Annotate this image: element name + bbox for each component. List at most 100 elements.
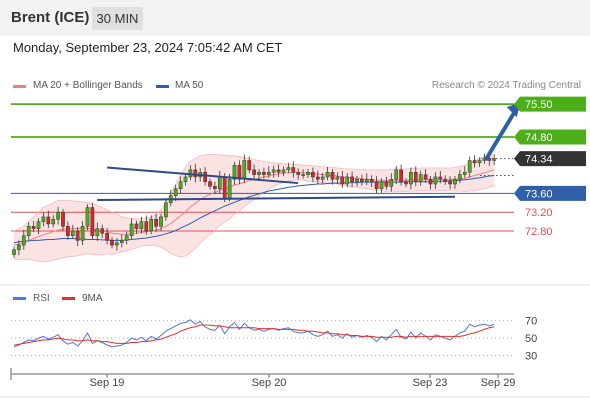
candle-body: [325, 172, 330, 178]
candle-body: [154, 219, 158, 227]
chart-datetime: Monday, September 23, 2024 7:05:42 AM CE…: [13, 40, 283, 55]
candle-body: [394, 169, 399, 180]
candle: [178, 176, 183, 194]
rsi-legend-label: RSI: [33, 293, 50, 304]
candle: [139, 216, 144, 234]
candle-body: [134, 223, 139, 229]
candle-body: [80, 226, 85, 241]
candle: [360, 174, 364, 186]
candle-body: [389, 179, 394, 187]
level-tag-text: 73.20: [525, 207, 553, 219]
candle-body: [472, 160, 477, 164]
candle-body: [139, 221, 144, 229]
candle-body: [355, 179, 359, 182]
candle-body: [222, 176, 227, 199]
candle-body: [423, 174, 428, 180]
candle: [95, 222, 100, 242]
candle: [281, 166, 286, 177]
candle: [379, 178, 384, 193]
candle: [85, 204, 90, 231]
rsi-tick-label-30: 30: [525, 351, 537, 363]
candle-body: [345, 176, 350, 185]
rsi-line: [13, 319, 495, 348]
candle: [384, 176, 389, 190]
candle: [458, 169, 462, 184]
candle-body: [320, 176, 325, 180]
ma9-legend-label: 9MA: [82, 293, 103, 304]
candle-body: [271, 169, 276, 173]
candle: [462, 166, 467, 178]
candle: [247, 156, 252, 174]
level-tag-bg: [514, 129, 586, 145]
time-axis: Sep 19 Sep 20 Sep 23 Sep 29: [0, 284, 590, 398]
candle: [124, 231, 129, 245]
candle-body: [31, 226, 36, 229]
candle: [105, 227, 109, 245]
candle: [404, 178, 408, 188]
candle: [369, 175, 374, 188]
upper-trendline: [107, 166, 299, 185]
candle: [46, 210, 51, 228]
candle-body: [276, 169, 281, 173]
candle: [301, 169, 305, 179]
candle: [257, 168, 261, 180]
candle: [144, 215, 149, 235]
level-tag-text: 74.80: [525, 132, 553, 144]
trendline-layer: [97, 102, 521, 201]
candle-body: [306, 172, 310, 175]
projection-arrow: [484, 102, 521, 161]
candle-body: [458, 174, 462, 180]
candle-body: [51, 219, 56, 225]
timeframe-button[interactable]: 30 MIN: [92, 7, 143, 30]
bollinger-band-layer: [14, 153, 495, 262]
candle: [389, 173, 394, 192]
candle: [262, 167, 266, 179]
candle: [320, 172, 325, 184]
candle: [394, 165, 399, 184]
candle: [12, 246, 16, 258]
candle: [330, 168, 335, 185]
candle-body: [301, 174, 305, 176]
candle-body: [144, 221, 149, 232]
candle-body: [467, 160, 472, 173]
candle-body: [330, 172, 335, 180]
9ma-line: [13, 324, 495, 346]
candle: [70, 224, 75, 239]
level-label-75-50: 75.50: [514, 96, 586, 112]
candle: [364, 173, 369, 185]
candle-body: [66, 226, 70, 236]
level-label-73-60: 73.60: [514, 185, 586, 201]
candle-body: [56, 211, 60, 220]
candle: [134, 220, 139, 235]
candle: [453, 176, 457, 189]
candle: [149, 215, 154, 235]
candle: [193, 163, 198, 183]
candle-body: [129, 223, 134, 236]
bollinger-band-fill: [14, 153, 495, 262]
candle-body: [242, 160, 247, 180]
candle: [335, 172, 340, 184]
candle: [443, 175, 448, 185]
candle-body: [252, 169, 256, 175]
candle: [296, 168, 301, 180]
candle: [115, 238, 119, 251]
candle-body: [193, 169, 198, 178]
candle: [164, 198, 168, 221]
candle: [56, 206, 60, 225]
bb-upper-line: [13, 153, 495, 232]
candle: [286, 162, 291, 174]
candle: [61, 208, 65, 231]
ma9-legend-swatch: [62, 297, 75, 300]
candle-body: [41, 216, 46, 222]
candle: [428, 176, 433, 190]
candle: [208, 178, 212, 190]
candle-body: [492, 158, 497, 161]
copyright-text: Research © 2024 Trading Central: [431, 80, 581, 91]
candle-body: [311, 172, 315, 178]
candle: [159, 213, 163, 231]
ma50-legend-swatch: [156, 85, 169, 88]
candle: [266, 166, 271, 178]
candle: [276, 164, 281, 177]
candle-body: [399, 169, 403, 182]
